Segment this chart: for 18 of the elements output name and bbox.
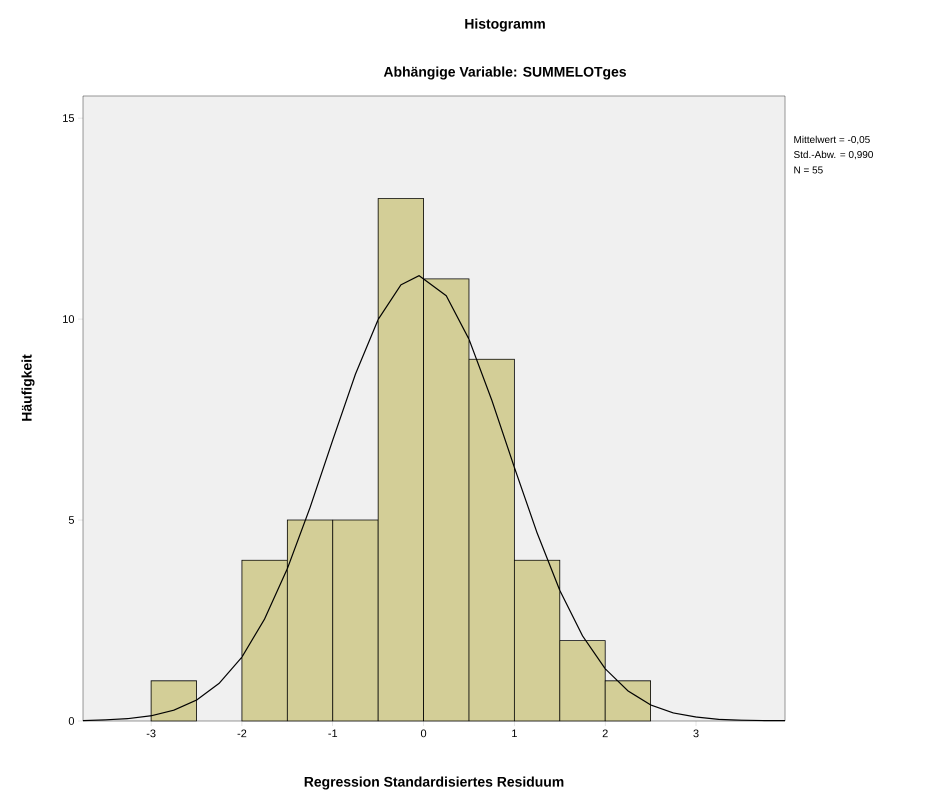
x-tick-label: 2 — [602, 730, 608, 738]
x-tick-label: 0 — [420, 730, 426, 738]
y-tick-label: 15 — [63, 114, 74, 122]
x-tick-label: -2 — [238, 730, 246, 738]
y-tick-label: 5 — [68, 516, 74, 524]
text: N = 55 — [794, 166, 823, 174]
chart-subtitle: Abhängige Variable: SUMMELOTges — [384, 66, 626, 80]
y-axis-title: Häufigkeit — [21, 354, 35, 421]
x-axis-title: Regression Standardisiertes Residuum — [304, 776, 564, 790]
x-tick-label: -1 — [328, 730, 338, 738]
chart-title: Histogramm — [465, 18, 545, 32]
text: Mittelwert = -0,05 — [794, 136, 870, 144]
y-tick-label: 10 — [63, 315, 74, 323]
x-tick-label: 1 — [512, 730, 517, 738]
text: Std.-Abw. = 0,990 — [794, 150, 873, 160]
y-tick-label: 0 — [68, 717, 74, 725]
x-tick-label: 3 — [693, 730, 699, 738]
x-tick-label: -3 — [146, 730, 156, 738]
